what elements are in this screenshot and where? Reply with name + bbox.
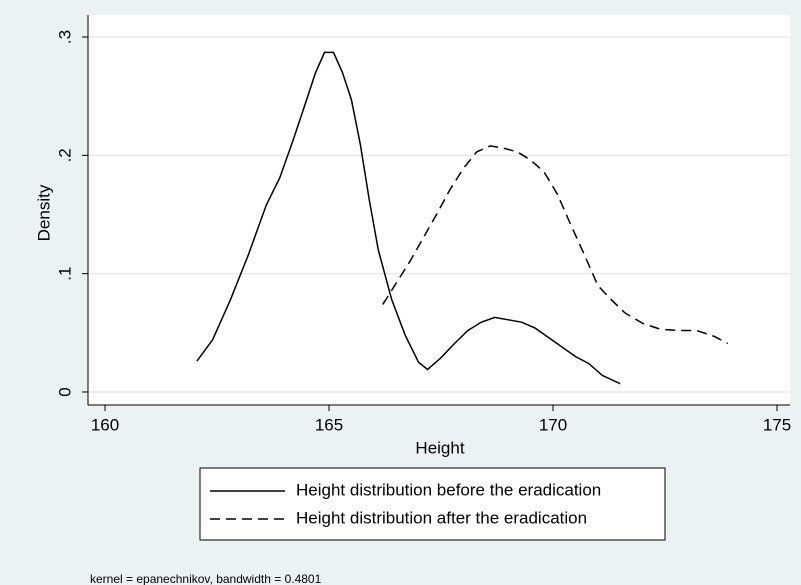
y-tick-label: .3 <box>55 30 74 44</box>
y-tick-label: .2 <box>55 148 74 162</box>
note: kernel = epanechnikov, bandwidth = 0.480… <box>90 572 322 585</box>
legend-label: Height distribution before the eradicati… <box>296 480 601 499</box>
legend-box <box>199 467 666 541</box>
x-tick-label: 160 <box>91 415 119 434</box>
x-tick-label: 165 <box>315 415 343 434</box>
x-tick-label: 175 <box>763 415 791 434</box>
density-line <box>382 145 729 345</box>
x-tick-label: 170 <box>539 415 567 434</box>
x-axis-title: Height <box>415 438 464 457</box>
y-tick-label: .1 <box>55 267 74 281</box>
density-line <box>196 51 621 385</box>
y-tick-label: 0 <box>55 387 74 396</box>
y-axis-title: Density <box>34 184 53 241</box>
plot-area <box>88 15 790 405</box>
legend-label: Height distribution after the eradicatio… <box>296 508 587 527</box>
